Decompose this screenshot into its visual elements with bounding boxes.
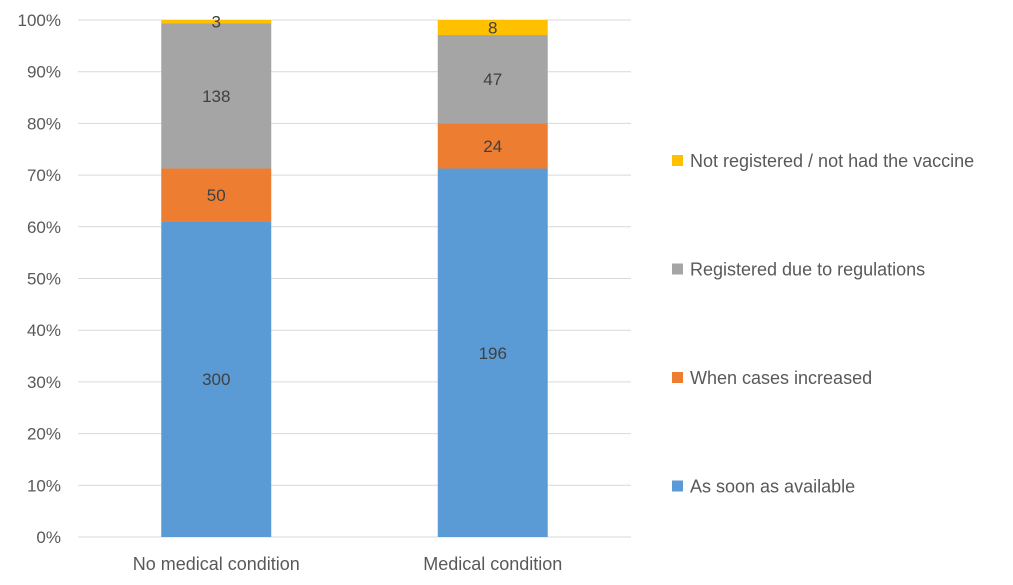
legend-swatch-not-registered-not-had-the-vaccine xyxy=(672,155,683,166)
y-tick-label: 20% xyxy=(27,425,61,444)
bar-segment-not-registered-not-had-the-vaccine-medical-condition xyxy=(437,20,548,36)
legend-label-as-soon-as-available: As soon as available xyxy=(690,477,855,497)
bar-segment-when-cases-increased-medical-condition xyxy=(437,123,548,169)
legend-label-not-registered-not-had-the-vaccine: Not registered / not had the vaccine xyxy=(690,151,974,171)
y-tick-label: 60% xyxy=(27,218,61,237)
data-label-registered-due-to-regulations-medical-condition: 47 xyxy=(483,70,502,89)
x-category-label: Medical condition xyxy=(423,554,562,574)
bar-segment-registered-due-to-regulations-no-medical-condition xyxy=(161,23,272,169)
x-axis-categories: No medical condition Medical condition xyxy=(133,554,563,574)
data-label-as-soon-as-available-medical-condition: 196 xyxy=(479,344,507,363)
bars xyxy=(161,20,548,537)
y-tick-label: 100% xyxy=(18,11,61,30)
y-tick-label: 50% xyxy=(27,270,61,289)
legend: Not registered / not had the vaccine Regi… xyxy=(672,151,974,497)
legend-swatch-registered-due-to-regulations xyxy=(672,263,683,275)
y-tick-label: 70% xyxy=(27,166,61,185)
bar-segment-not-registered-not-had-the-vaccine-no-medical-condition xyxy=(161,20,272,24)
y-tick-label: 30% xyxy=(27,373,61,392)
legend-swatch-as-soon-as-available xyxy=(672,480,683,492)
y-axis-ticks: 0% 10% 20% 30% 40% 50% 60% 70% 80% 90% 100% xyxy=(18,11,61,547)
data-label-when-cases-increased-medical-condition: 24 xyxy=(483,137,502,156)
y-tick-label: 80% xyxy=(27,114,61,133)
data-label-not-registered-not-had-the-vaccine-no-medical-condition: 3 xyxy=(212,13,221,32)
data-labels: 300 50 138 3 196 24 47 8 xyxy=(202,13,507,389)
bar-segment-registered-due-to-regulations-medical-condition xyxy=(437,35,548,124)
y-tick-label: 10% xyxy=(27,476,61,495)
y-tick-label: 0% xyxy=(36,528,61,547)
bar-segment-when-cases-increased-no-medical-condition xyxy=(161,168,272,222)
data-label-not-registered-not-had-the-vaccine-medical-condition: 8 xyxy=(488,19,497,38)
y-tick-label: 90% xyxy=(27,63,61,82)
data-label-registered-due-to-regulations-no-medical-condition: 138 xyxy=(202,87,230,106)
data-label-as-soon-as-available-no-medical-condition: 300 xyxy=(202,370,230,389)
bar-segment-as-soon-as-available-no-medical-condition xyxy=(161,221,272,537)
gridlines xyxy=(78,19,631,538)
y-tick-label: 40% xyxy=(27,321,61,340)
legend-swatch-when-cases-increased xyxy=(672,372,683,383)
legend-label-when-cases-increased: When cases increased xyxy=(690,368,872,388)
bar-segment-as-soon-as-available-medical-condition xyxy=(437,168,548,537)
data-label-when-cases-increased-no-medical-condition: 50 xyxy=(207,186,226,205)
x-category-label: No medical condition xyxy=(133,554,300,574)
legend-label-registered-due-to-regulations: Registered due to regulations xyxy=(690,260,925,280)
